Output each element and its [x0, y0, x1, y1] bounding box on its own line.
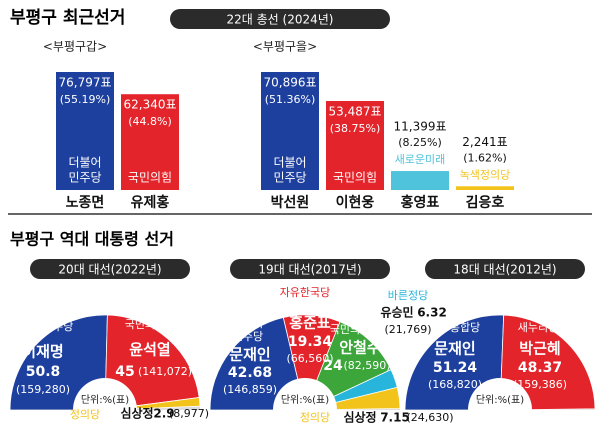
candidate-name: 이재명: [22, 343, 63, 361]
candidate-name: 문재인: [434, 340, 475, 358]
value-label: 2.9: [153, 407, 174, 421]
value-label: 70,896표: [263, 76, 316, 90]
bar: [121, 94, 179, 190]
party-label: 정의당: [300, 411, 330, 424]
chart-title: 18대 대선(2012년): [453, 263, 556, 277]
x-tick-label: 유제홍: [131, 194, 170, 211]
candidate-name: 박근혜: [519, 340, 560, 358]
vote-label: (159,386): [513, 378, 567, 391]
vote-label: (24,630): [406, 411, 453, 424]
vote-label: (8,977): [169, 407, 209, 420]
share-label: (1.62%): [463, 151, 507, 164]
pie-slice: [104, 314, 200, 411]
subtitle: <부평구갑>: [43, 40, 107, 54]
bar: [456, 186, 514, 190]
bar: [391, 171, 449, 190]
pie-hole: [273, 378, 337, 410]
vote-label: (168,820): [428, 378, 482, 391]
party-label: 더불어민주당: [13, 320, 74, 333]
pie-slice: [499, 314, 596, 411]
value-label: 45: [115, 364, 134, 380]
value-label: 51.24: [433, 360, 478, 376]
pie-slice: [209, 317, 306, 411]
candidate-name: 유승민: [380, 305, 413, 320]
candidate-name: 안철수: [339, 339, 381, 357]
party-label: 국민의당: [330, 323, 370, 336]
candidate-name: 문재인: [229, 346, 270, 364]
candidate-name: 홍준표: [289, 314, 331, 332]
candidate-name: 심상정: [120, 406, 153, 421]
value-label: 11,399표: [393, 120, 446, 134]
party-label: 민주통합당: [430, 321, 481, 334]
share-label: (51.36%): [265, 93, 316, 106]
vote-label: (141,072): [138, 365, 192, 378]
value-label: 48.37: [518, 360, 562, 376]
vote-label: (66,560): [286, 352, 333, 365]
title-pill: [425, 259, 585, 279]
subtitle: <부평구을>: [253, 40, 317, 54]
party-label: 국민의힘: [333, 171, 377, 185]
x-tick-label: 노종면: [66, 194, 105, 211]
pie-slice: [9, 314, 108, 411]
candidate-name: 심상정: [343, 410, 376, 425]
value-label: 42.68: [228, 365, 272, 381]
bar: [326, 100, 384, 190]
bar: [261, 72, 319, 190]
value-label: 50.8: [26, 364, 61, 380]
x-tick-label: 이현웅: [336, 194, 375, 211]
vote-label: (146,859): [223, 383, 277, 396]
chart-title: 20대 대선(2022년): [58, 263, 161, 277]
vote-label: (21,769): [384, 323, 431, 336]
vote-label: (82,590): [343, 359, 390, 372]
party-label: 정의당: [70, 408, 100, 421]
title-pill: [170, 9, 390, 29]
party-label: 민주당: [233, 330, 263, 343]
section-title: 부평구 역대 대통령 선거: [10, 230, 174, 249]
party-label: 녹색정의당: [460, 168, 511, 181]
unit-label: 단위:%(표): [81, 393, 129, 406]
party-label: 국민의힘: [128, 171, 172, 185]
party-label: 더불어: [68, 156, 101, 170]
party-label: 국민의힘: [125, 318, 165, 331]
party-label: 민주당: [273, 171, 306, 185]
value-label: 76,797표: [58, 76, 111, 90]
x-tick-label: 김응호: [466, 194, 505, 211]
pie-hole: [468, 378, 532, 410]
value-label: 7.15: [380, 411, 410, 425]
title-pill: [230, 259, 390, 279]
pie-hole: [73, 378, 137, 410]
party-label: 자유한국당: [280, 286, 331, 299]
value-label: 53,487표: [328, 104, 381, 118]
chart-title: 22대 총선 (2024년): [227, 13, 334, 27]
vote-label: (159,280): [16, 383, 70, 396]
title-pill: [30, 259, 190, 279]
value-label: 24: [323, 358, 343, 374]
party-label: 새누리당: [518, 321, 558, 334]
chart-title: 19대 대선(2017년): [258, 263, 361, 277]
candidate-name: 윤석열: [129, 341, 170, 359]
value-label: 62,340표: [123, 98, 176, 112]
share-label: (44.8%): [128, 115, 172, 128]
party-label: 민주당: [68, 171, 101, 185]
page-title: 부평구 최근선거: [10, 8, 125, 28]
unit-label: 단위:%(표): [476, 393, 524, 406]
x-tick-label: 홍영표: [401, 194, 440, 211]
value-label: 2,241표: [462, 135, 507, 149]
x-tick-label: 박선원: [271, 194, 310, 211]
value-label: 6.32: [417, 306, 447, 320]
value-label: 19.34: [288, 334, 333, 350]
unit-label: 단위:%(표): [281, 393, 329, 406]
share-label: (55.19%): [60, 93, 111, 106]
bar: [56, 72, 114, 190]
party-label: 새로운미래: [395, 153, 446, 166]
party-label: 더불어: [233, 317, 263, 330]
party-label: 더불어: [273, 156, 306, 170]
share-label: (38.75%): [330, 122, 381, 135]
party-label: 바른정당: [388, 289, 428, 302]
share-label: (8.25%): [398, 136, 442, 149]
